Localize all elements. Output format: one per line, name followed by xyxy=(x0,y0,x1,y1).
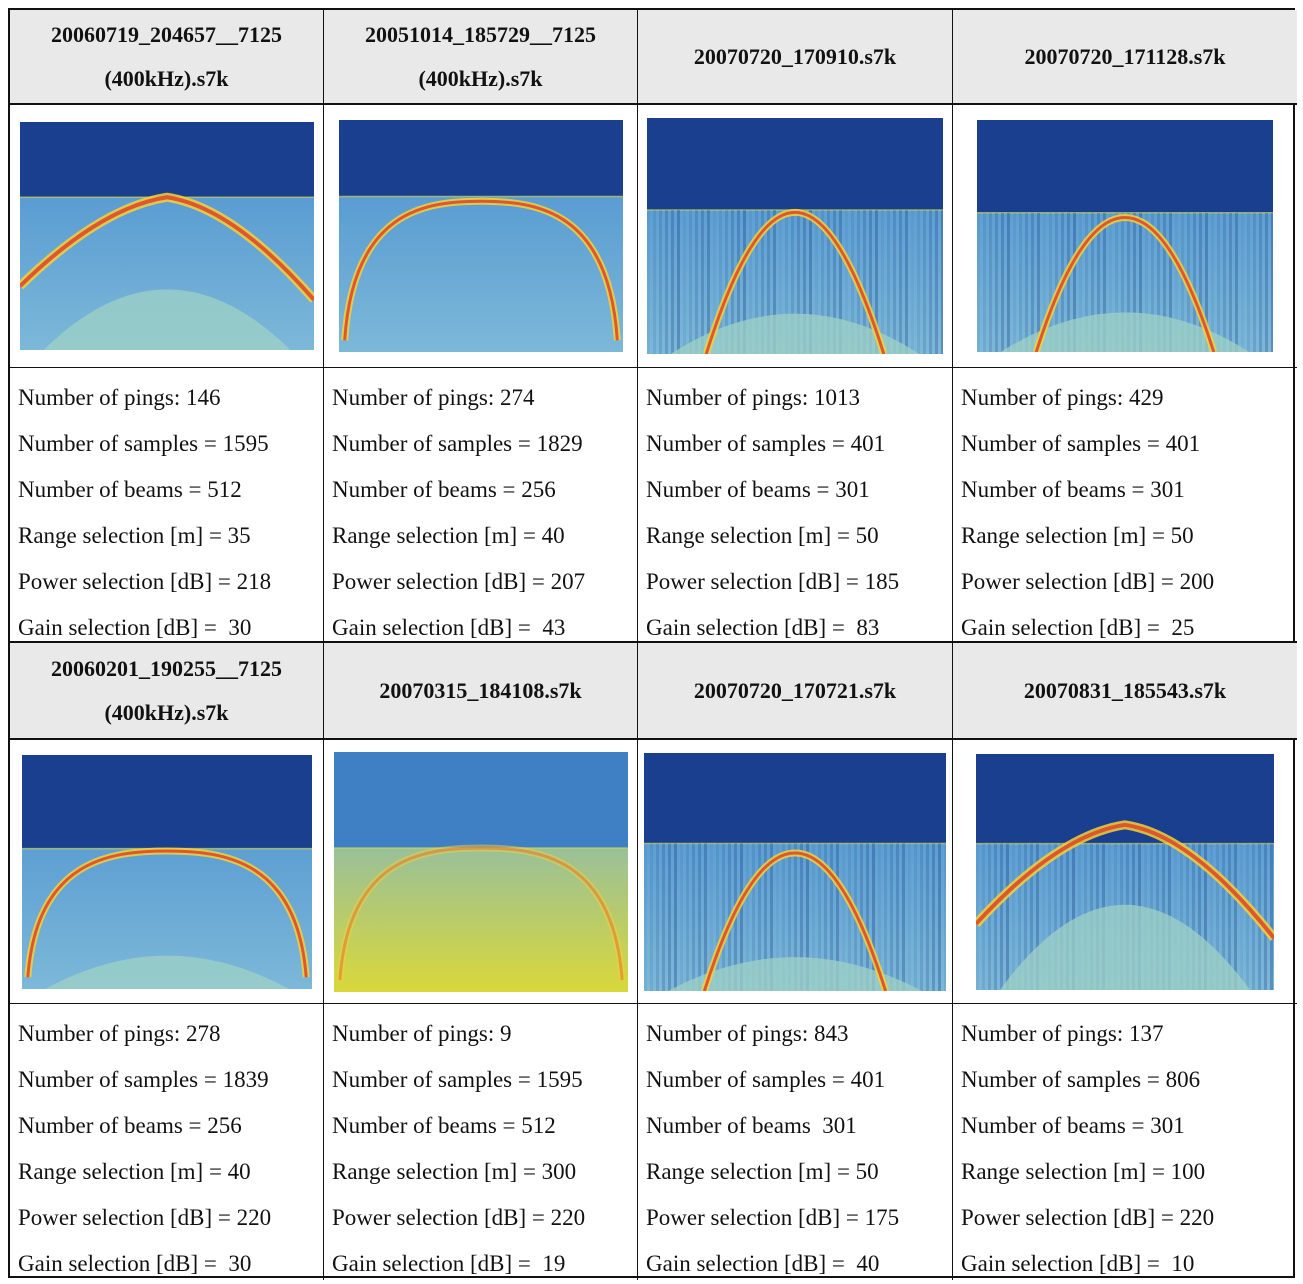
file-title: 20070315_184108.s7k xyxy=(379,677,582,703)
range-selection: Range selection [m] = 50 xyxy=(646,1159,879,1184)
range-selection: Range selection [m] = 50 xyxy=(961,523,1194,548)
power-selection: Power selection [dB] = 207 xyxy=(332,569,586,594)
sonar-image-cell xyxy=(953,740,1297,1004)
beams-count: Number of beams = 512 xyxy=(332,1113,556,1138)
range-selection: Range selection [m] = 40 xyxy=(332,523,565,548)
samples-count: Number of samples = 401 xyxy=(646,1067,886,1092)
range-selection: Range selection [m] = 35 xyxy=(18,523,251,548)
file-title: 20070720_170721.s7k xyxy=(693,677,897,703)
gain-selection: Gain selection [dB] = 30 xyxy=(18,1251,252,1276)
file-stats: Number of pings: 278 Number of samples =… xyxy=(10,1004,324,1280)
sonar-image-cell xyxy=(324,105,638,368)
file-header: 20070720_170721.s7k xyxy=(638,643,953,740)
gain-selection: Gain selection [dB] = 40 xyxy=(646,1251,880,1276)
file-stats: Number of pings: 429 Number of samples =… xyxy=(953,368,1297,643)
sonar-image-cell xyxy=(10,105,324,368)
file-title: 20060201_190255__7125 (400kHz).s7k xyxy=(51,655,282,725)
sonar-image xyxy=(644,752,946,991)
sonar-image-cell xyxy=(324,740,638,1004)
pings-count: Number of pings: 146 xyxy=(18,385,221,410)
beams-count: Number of beams = 301 xyxy=(961,1113,1185,1138)
sonar-image xyxy=(976,753,1274,990)
sonar-image xyxy=(19,122,314,350)
gain-selection: Gain selection [dB] = 10 xyxy=(961,1251,1195,1276)
file-stats: Number of pings: 843 Number of samples =… xyxy=(638,1004,953,1280)
file-stats: Number of pings: 9 Number of samples = 1… xyxy=(324,1004,638,1280)
range-selection: Range selection [m] = 300 xyxy=(332,1159,577,1184)
file-title: 20070831_185543.s7k xyxy=(1023,677,1227,703)
gain-selection: Gain selection [dB] = 83 xyxy=(646,615,880,640)
samples-count: Number of samples = 1829 xyxy=(332,431,583,456)
sonar-image xyxy=(647,118,943,354)
pings-count: Number of pings: 278 xyxy=(18,1021,221,1046)
pings-count: Number of pings: 137 xyxy=(961,1021,1164,1046)
samples-count: Number of samples = 1839 xyxy=(18,1067,269,1092)
file-header: 20070720_171128.s7k xyxy=(953,10,1297,105)
file-stats: Number of pings: 274 Number of samples =… xyxy=(324,368,638,643)
sonar-image xyxy=(977,120,1273,352)
beams-count: Number of beams = 256 xyxy=(18,1113,242,1138)
power-selection: Power selection [dB] = 175 xyxy=(646,1205,900,1230)
pings-count: Number of pings: 9 xyxy=(332,1021,512,1046)
power-selection: Power selection [dB] = 220 xyxy=(18,1205,272,1230)
beams-count: Number of beams = 301 xyxy=(646,477,870,502)
power-selection: Power selection [dB] = 200 xyxy=(961,569,1215,594)
file-title: 20070720_170910.s7k xyxy=(693,43,897,69)
pings-count: Number of pings: 274 xyxy=(332,385,535,410)
samples-count: Number of samples = 806 xyxy=(961,1067,1201,1092)
beams-count: Number of beams 301 xyxy=(646,1113,857,1138)
sonar-image-cell xyxy=(638,105,953,368)
pings-count: Number of pings: 1013 xyxy=(646,385,861,410)
sonar-image xyxy=(338,120,623,352)
gain-selection: Gain selection [dB] = 19 xyxy=(332,1251,566,1276)
sonar-image-cell xyxy=(953,105,1297,368)
pings-count: Number of pings: 843 xyxy=(646,1021,849,1046)
file-header: 20070831_185543.s7k xyxy=(953,643,1297,740)
sonar-file-table: 20060719_204657__7125 (400kHz).s7k 20051… xyxy=(8,8,1297,1280)
sonar-image-cell xyxy=(638,740,953,1004)
gain-selection: Gain selection [dB] = 25 xyxy=(961,615,1195,640)
file-title: 20070720_171128.s7k xyxy=(1024,43,1226,69)
sonar-image xyxy=(21,754,312,989)
pings-count: Number of pings: 429 xyxy=(961,385,1164,410)
file-header: 20070315_184108.s7k xyxy=(324,643,638,740)
power-selection: Power selection [dB] = 185 xyxy=(646,569,900,594)
file-stats: Number of pings: 146 Number of samples =… xyxy=(10,368,324,643)
file-title: 20051014_185729__7125 (400kHz).s7k xyxy=(365,21,596,91)
file-stats: Number of pings: 1013 Number of samples … xyxy=(638,368,953,643)
gain-selection: Gain selection [dB] = 43 xyxy=(332,615,566,640)
file-header: 20051014_185729__7125 (400kHz).s7k xyxy=(324,10,638,105)
power-selection: Power selection [dB] = 220 xyxy=(961,1205,1215,1230)
power-selection: Power selection [dB] = 218 xyxy=(18,569,272,594)
file-title: 20060719_204657__7125 (400kHz).s7k xyxy=(51,21,282,91)
range-selection: Range selection [m] = 40 xyxy=(18,1159,251,1184)
beams-count: Number of beams = 512 xyxy=(18,477,242,502)
gain-selection: Gain selection [dB] = 30 xyxy=(18,615,252,640)
range-selection: Range selection [m] = 100 xyxy=(961,1159,1206,1184)
file-header: 20060719_204657__7125 (400kHz).s7k xyxy=(10,10,324,105)
file-stats: Number of pings: 137 Number of samples =… xyxy=(953,1004,1297,1280)
samples-count: Number of samples = 1595 xyxy=(332,1067,583,1092)
power-selection: Power selection [dB] = 220 xyxy=(332,1205,586,1230)
sonar-image xyxy=(333,751,628,992)
beams-count: Number of beams = 256 xyxy=(332,477,556,502)
samples-count: Number of samples = 1595 xyxy=(18,431,269,456)
file-header: 20060201_190255__7125 (400kHz).s7k xyxy=(10,643,324,740)
samples-count: Number of samples = 401 xyxy=(646,431,886,456)
file-header: 20070720_170910.s7k xyxy=(638,10,953,105)
range-selection: Range selection [m] = 50 xyxy=(646,523,879,548)
samples-count: Number of samples = 401 xyxy=(961,431,1201,456)
beams-count: Number of beams = 301 xyxy=(961,477,1185,502)
sonar-image-cell xyxy=(10,740,324,1004)
